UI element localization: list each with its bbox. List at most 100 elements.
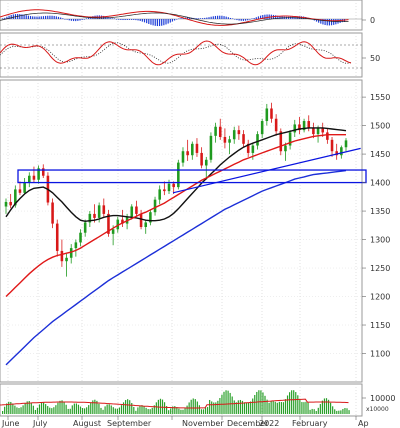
x-tick-label-august: August [73,419,101,428]
macd-histogram-bar-111 [240,19,242,21]
macd-histogram-bar-53 [115,19,118,20]
macd-histogram-bar-129 [279,16,281,19]
volume-bar-144 [297,395,299,414]
macd-histogram-bar-121 [262,15,264,19]
macd-histogram-bar-99 [214,15,217,19]
volume-bar-165 [340,410,342,414]
volume-bar-102 [211,401,213,414]
volume-bar-63 [131,402,133,414]
volume-bar-69 [143,406,145,414]
volume-bar-160 [330,402,332,414]
volume-bar-46 [96,400,98,414]
candle-body-32 [153,199,157,213]
volume-bar-145 [299,398,301,414]
volume-bar-151 [311,408,313,414]
price-y-tick-1350: 1350 [370,207,390,216]
candle-body-66 [312,128,315,135]
volume-bar-146 [301,402,303,414]
volume-bar-141 [291,390,293,414]
x-tick-label-june: June [1,419,20,428]
macd-histogram-bar-31 [68,19,70,21]
candle-body-67 [316,127,320,135]
candle-body-27 [130,206,134,217]
volume-bar-106 [219,398,221,414]
volume-bar-22 [47,406,49,414]
x-axis-ticks: June July August September November December2… [1,416,369,428]
macd-histogram-bar-3 [8,15,10,19]
moving-average-line-0 [5,127,347,223]
macd-histogram-bar-61 [133,19,135,20]
macd-histogram-bar-106 [229,17,232,19]
volume-bar-101 [209,399,211,414]
moving-average-line-2 [5,169,347,366]
macd-histogram-bar-64 [139,19,141,21]
macd-histogram-bar-54 [118,19,120,20]
volume-bar-116 [239,399,241,414]
volume-bar-56 [116,408,118,414]
macd-histogram-bar-70 [152,19,154,26]
volume-bar-147 [303,402,305,414]
macd-histogram-bar-118 [255,17,257,19]
support-zone-rectangle [17,169,367,184]
volume-bar-43 [90,402,92,414]
macd-histogram-bar-22 [49,15,51,19]
volume-bar-132 [272,400,274,414]
volume-bar-49 [102,409,104,414]
volume-bar-110 [227,390,229,414]
x-tick-label-2022: 2022 [259,419,279,428]
macd-histogram-bar-33 [72,19,75,22]
moving-average-lines [5,127,347,366]
volume-bar-30 [63,401,65,414]
volume-bar-139 [286,395,289,414]
macd-histogram-bar-104 [225,16,227,19]
volume-bar-28 [59,400,61,414]
volume-bar-128 [264,395,266,414]
macd-histogram-bar-5 [12,14,14,19]
price-y-tick-1250: 1250 [370,264,390,273]
volume-bar-73 [151,407,153,414]
macd-histogram-bar-68 [148,19,150,24]
candle-body-59 [279,131,283,152]
candle-body-43 [204,159,208,166]
candle-body-18 [88,213,92,223]
price-y-tick-1550: 1550 [370,93,390,102]
candle-body-13 [65,257,68,262]
candle-body-58 [274,118,278,132]
volume-bar-121 [250,401,252,414]
volume-bar-88 [182,409,184,414]
macd-histogram-bar-66 [143,19,146,23]
volume-bar-65 [135,410,137,414]
candle-body-2 [14,189,17,206]
candle-body-50 [237,130,241,135]
macd-histogram-bar-52 [113,18,115,19]
volume-bar-104 [215,402,217,414]
candle-body-7 [37,168,40,180]
macd-histogram-bar-114 [247,19,249,21]
volume-bar-61 [127,399,129,414]
macd-histogram-bar-109 [236,19,238,21]
volume-bar-74 [153,405,155,414]
macd-histogram-bar-96 [208,17,210,19]
macd-histogram-bar-112 [242,19,244,21]
macd-histogram-bar-17 [38,16,40,19]
x-tick-label-july: July [32,419,48,428]
macd-histogram-bar-86 [186,17,189,19]
volume-bar-135 [278,401,280,414]
macd-histogram-bar-82 [178,18,180,19]
macd-histogram-bar-98 [212,16,214,19]
volume-bar-162 [334,409,336,414]
volume-bar-21 [45,404,47,414]
candle-body-54 [256,134,259,146]
macd-histogram-bar-81 [176,19,178,20]
macd-histogram-bar-69 [150,19,152,25]
volume-bar-17 [36,407,39,414]
macd-histogram-bar-103 [223,16,225,19]
macd-histogram-bar-120 [260,15,262,19]
volume-bar-109 [225,390,227,414]
volume-bar-136 [280,402,282,414]
candle-body-73 [344,140,348,148]
volume-bar-62 [129,400,131,414]
candle-body-41 [195,143,199,153]
macd-histogram-bar-150 [324,19,326,26]
